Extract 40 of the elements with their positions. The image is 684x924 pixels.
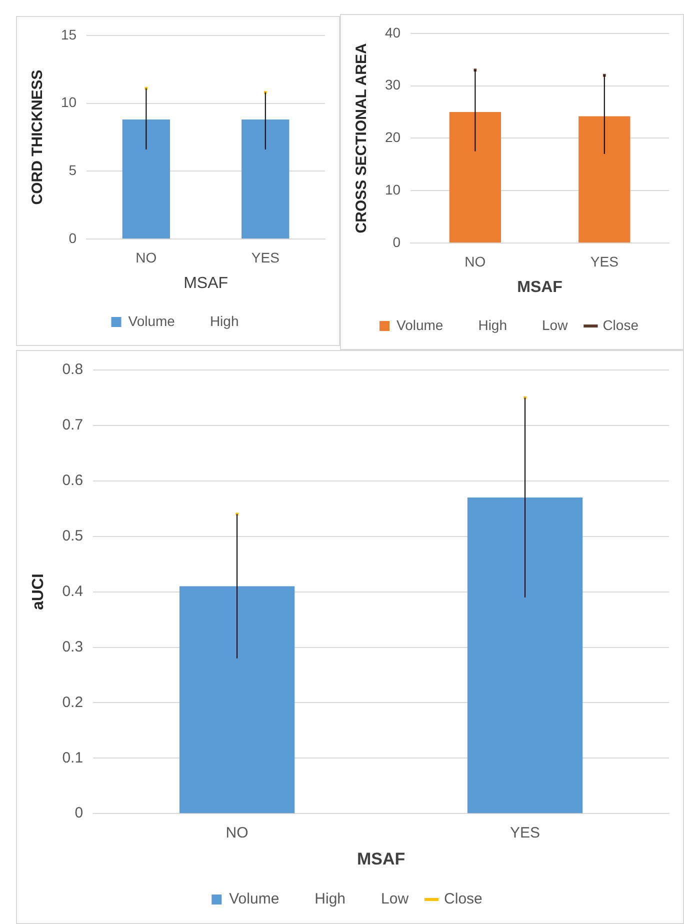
legend-label: Volume <box>229 890 280 908</box>
y-tick-label: 0.2 <box>62 694 84 711</box>
y-tick-label: 0.4 <box>62 582 84 600</box>
legend-label: Close <box>602 316 639 333</box>
x-tick-label: NO <box>226 824 248 842</box>
legend-label: Volume <box>128 312 176 329</box>
y-tick-label: 40 <box>384 24 401 40</box>
y-tick-label: 0.8 <box>62 361 84 378</box>
y-tick-label: 10 <box>60 94 77 110</box>
y-tick-label: 0 <box>68 230 77 246</box>
y-axis-title: CORD THICKNESS <box>29 70 46 205</box>
x-tick-label: YES <box>510 824 540 842</box>
text: High <box>314 890 346 908</box>
y-axis-title: CROSS SECTIONAL AREA <box>353 43 370 234</box>
x-tick-label: NO <box>464 253 486 270</box>
x-axis-title: MSAF <box>184 274 228 292</box>
x-tick-label: YES <box>251 249 280 266</box>
legend-label: Volume <box>396 316 444 333</box>
x-tick-label: NO <box>136 249 157 266</box>
legend-label: Close <box>444 890 482 908</box>
text: Low <box>381 890 409 908</box>
text: Low <box>542 316 569 333</box>
y-tick-label: 15 <box>60 26 77 42</box>
text: High <box>478 316 508 333</box>
y-tick-label: 20 <box>384 129 401 146</box>
y-tick-label: 0.3 <box>62 638 84 656</box>
y-tick-label: 0.5 <box>62 527 84 544</box>
y-tick-label: 30 <box>384 76 401 93</box>
x-axis-title: MSAF <box>356 849 406 868</box>
y-tick-label: 0.1 <box>62 749 84 766</box>
x-axis-title: MSAF <box>517 278 563 296</box>
y-tick-label: 5 <box>68 162 77 178</box>
y-axis-title: aUCI <box>30 574 48 610</box>
y-tick-label: 10 <box>384 181 401 198</box>
y-tick-label: 0.6 <box>62 472 84 490</box>
text: High <box>210 312 239 329</box>
y-tick-label: 0.7 <box>62 416 84 434</box>
x-tick-label: YES <box>590 253 618 270</box>
y-tick-label: 0 <box>74 804 84 822</box>
y-tick-label: 0 <box>392 234 401 250</box>
